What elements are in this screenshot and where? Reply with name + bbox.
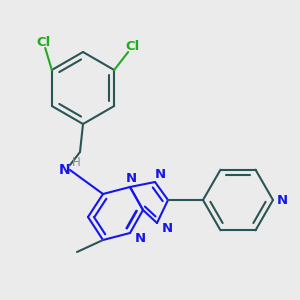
Text: N: N <box>154 167 166 181</box>
Text: H: H <box>72 157 80 169</box>
Text: Cl: Cl <box>36 35 50 49</box>
Text: N: N <box>134 232 146 244</box>
Text: Cl: Cl <box>125 40 139 53</box>
Text: N: N <box>125 172 136 185</box>
Text: N: N <box>161 223 172 236</box>
Text: N: N <box>276 194 288 206</box>
Text: N: N <box>59 163 71 177</box>
